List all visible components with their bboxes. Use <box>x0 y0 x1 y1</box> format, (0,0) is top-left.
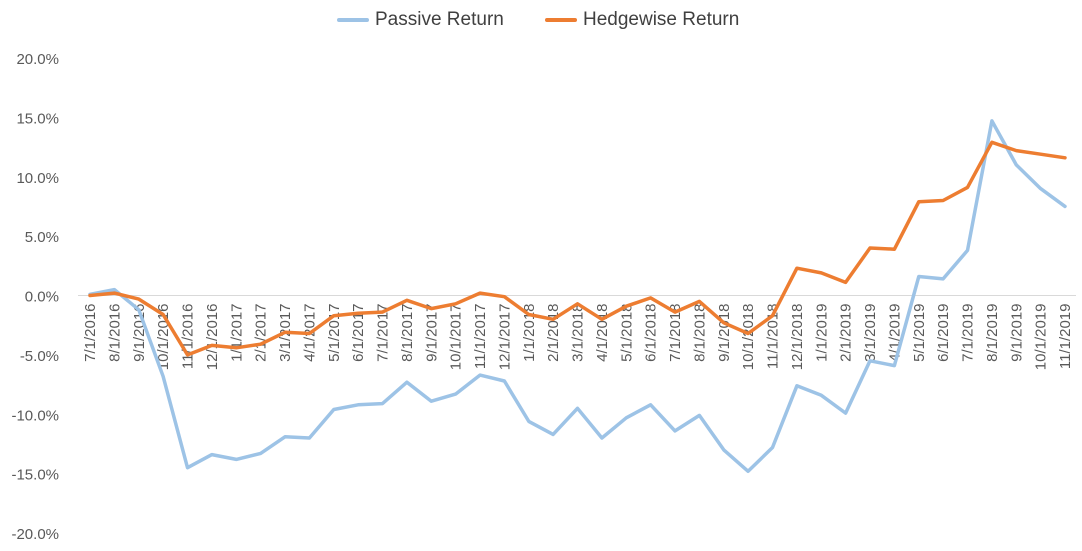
x-axis: 7/1/2016 8/1/2016 9/1/2016 10/1/2016 11/1/20… <box>82 304 1074 371</box>
x-tick-label: 6/1/2017 <box>350 304 367 362</box>
x-tick-label: 4/1/2019 <box>886 304 903 362</box>
legend-swatch-passive <box>337 18 369 22</box>
y-tick-label: 0.0% <box>25 289 59 306</box>
x-tick-label: 6/1/2019 <box>935 304 952 362</box>
legend-label-hedgewise: Hedgewise Return <box>583 9 740 30</box>
legend-item-passive-return: Passive Return <box>337 6 504 34</box>
legend: Passive Return Hedgewise Return <box>0 6 1082 34</box>
y-tick-label: 20.0% <box>16 51 59 68</box>
x-tick-label: 1/1/2019 <box>813 304 830 362</box>
series-line-hedgewise-return <box>88 140 1067 357</box>
x-tick-label: 11/1/2019 <box>1057 304 1074 370</box>
x-tick-label: 5/1/2017 <box>326 304 343 362</box>
x-tick-label: 9/1/2017 <box>423 304 440 362</box>
y-tick-label: 15.0% <box>16 110 59 127</box>
x-tick-label: 11/1/2016 <box>180 304 197 370</box>
y-tick-label: -20.0% <box>11 526 59 543</box>
x-tick-label: 7/1/2018 <box>667 304 684 362</box>
x-tick-label: 3/1/2019 <box>862 304 879 362</box>
y-tick-label: -5.0% <box>20 348 59 365</box>
x-tick-label: 12/1/2017 <box>496 304 513 371</box>
x-tick-label: 5/1/2019 <box>911 304 928 362</box>
x-tick-label: 8/1/2018 <box>691 304 708 362</box>
x-tick-label: 12/1/2018 <box>789 304 806 371</box>
x-tick-label: 2/1/2019 <box>838 304 855 362</box>
legend-label-passive: Passive Return <box>375 9 504 30</box>
x-tick-label: 7/1/2019 <box>960 304 977 362</box>
x-tick-label: 8/1/2019 <box>984 304 1001 362</box>
x-tick-label: 7/1/2016 <box>82 304 99 362</box>
y-tick-label: -15.0% <box>11 467 59 484</box>
x-tick-label: 8/1/2016 <box>106 304 123 362</box>
x-tick-label: 9/1/2018 <box>716 304 733 362</box>
x-tick-label: 10/1/2018 <box>740 304 757 371</box>
x-tick-label: 8/1/2017 <box>399 304 416 362</box>
legend-item-hedgewise-return: Hedgewise Return <box>545 6 739 34</box>
x-tick-label: 5/1/2018 <box>618 304 635 362</box>
x-tick-label: 2/1/2018 <box>545 304 562 362</box>
x-tick-label: 1/1/2018 <box>521 304 538 362</box>
x-tick-label: 7/1/2017 <box>375 304 392 362</box>
y-tick-label: 10.0% <box>16 170 59 187</box>
y-axis: 20.0% 15.0% 10.0% 5.0% 0.0% -5.0% -10.0% -15.0%… <box>11 51 59 543</box>
x-tick-label: 6/1/2018 <box>643 304 660 362</box>
y-tick-label: 5.0% <box>25 229 59 246</box>
x-tick-label: 2/1/2017 <box>253 304 270 362</box>
x-tick-label: 4/1/2018 <box>594 304 611 362</box>
x-tick-label: 3/1/2018 <box>570 304 587 362</box>
x-tick-label: 12/1/2016 <box>204 304 221 371</box>
x-tick-label: 9/1/2019 <box>1008 304 1025 362</box>
x-tick-label: 11/1/2017 <box>472 304 489 370</box>
y-tick-label: -10.0% <box>11 407 59 424</box>
series-layer <box>88 119 1067 474</box>
series-line-passive-return <box>88 119 1067 474</box>
x-tick-label: 10/1/2017 <box>448 304 465 371</box>
x-tick-label: 1/1/2017 <box>228 304 245 362</box>
x-tick-label: 10/1/2019 <box>1033 304 1050 371</box>
legend-swatch-hedgewise <box>545 18 577 22</box>
